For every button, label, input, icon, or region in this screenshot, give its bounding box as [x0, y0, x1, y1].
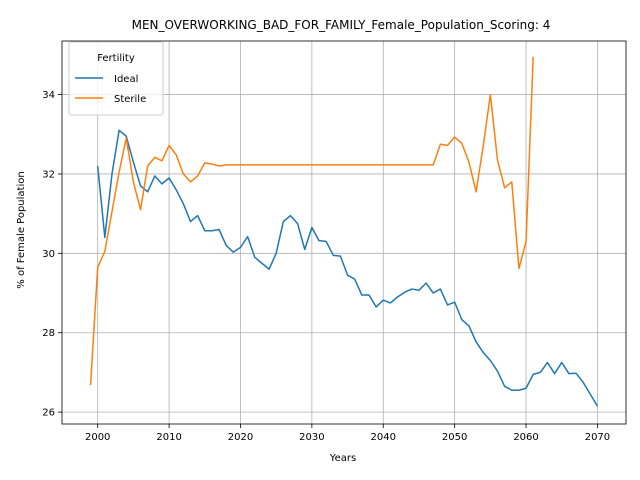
x-tick-label: 2060 [513, 432, 538, 443]
x-tick-label: 2010 [156, 432, 181, 443]
y-axis-ticks: 26 28 30 32 34 [42, 90, 62, 419]
legend-box [68, 41, 164, 116]
y-tick-label: 30 [42, 249, 55, 260]
series-lines [89, 56, 599, 407]
y-tick-label: 28 [42, 328, 55, 339]
chart-title: MEN_OVERWORKING_BAD_FOR_FAMILY_Female_Po… [132, 18, 551, 32]
x-axis-label: Years [329, 453, 356, 464]
x-tick-label: 2020 [228, 432, 253, 443]
x-tick-label: 2050 [442, 432, 467, 443]
gridlines [62, 41, 626, 424]
series-line-ideal [96, 129, 599, 407]
legend-items: Ideal Sterile [75, 74, 146, 105]
legend-title: Fertility [97, 53, 135, 64]
y-tick-label: 32 [42, 169, 55, 180]
x-tick-label: 2000 [85, 432, 110, 443]
legend: Fertility Ideal Sterile [68, 41, 164, 116]
y-axis-label: % of Female Population [16, 171, 27, 288]
series-line-sterile [89, 56, 534, 386]
plot-frame [61, 40, 627, 425]
legend-label-ideal: Ideal [114, 74, 138, 85]
legend-label-sterile: Sterile [114, 94, 146, 105]
y-tick-label: 26 [42, 408, 55, 419]
x-tick-label: 2040 [371, 432, 396, 443]
x-axis-ticks: 2000 2010 2020 2030 2040 2050 2060 2070 [85, 424, 610, 443]
x-tick-label: 2030 [299, 432, 324, 443]
y-tick-label: 34 [42, 90, 55, 101]
x-tick-label: 2070 [585, 432, 610, 443]
